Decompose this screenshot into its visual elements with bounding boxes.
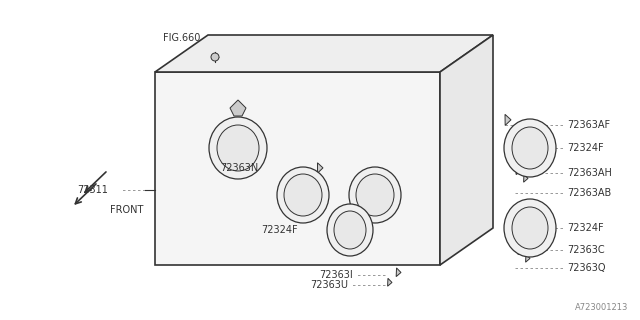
- Ellipse shape: [209, 117, 267, 179]
- Ellipse shape: [504, 199, 556, 257]
- Ellipse shape: [277, 167, 329, 223]
- Polygon shape: [518, 246, 523, 255]
- Ellipse shape: [334, 211, 366, 249]
- Polygon shape: [396, 268, 401, 276]
- Ellipse shape: [217, 125, 259, 171]
- Text: 72324F: 72324F: [567, 223, 604, 233]
- Polygon shape: [155, 35, 493, 72]
- Text: FRONT: FRONT: [110, 205, 143, 215]
- Ellipse shape: [504, 119, 556, 177]
- Text: 72363C: 72363C: [567, 245, 605, 255]
- Text: 72324F: 72324F: [261, 225, 298, 235]
- Ellipse shape: [327, 204, 373, 256]
- Text: 72363Q: 72363Q: [567, 263, 605, 273]
- Text: A723001213: A723001213: [575, 303, 628, 312]
- Ellipse shape: [349, 167, 401, 223]
- Polygon shape: [524, 174, 528, 182]
- Polygon shape: [230, 100, 246, 116]
- Text: 72363AF: 72363AF: [567, 120, 610, 130]
- Polygon shape: [505, 114, 511, 125]
- Text: 72363AB: 72363AB: [567, 188, 611, 198]
- Ellipse shape: [211, 53, 219, 61]
- Ellipse shape: [512, 207, 548, 249]
- Text: 72363I: 72363I: [319, 270, 353, 280]
- Text: 72311: 72311: [77, 185, 108, 195]
- Polygon shape: [516, 166, 521, 175]
- Text: 72324F: 72324F: [567, 143, 604, 153]
- Ellipse shape: [284, 174, 322, 216]
- Polygon shape: [525, 254, 530, 262]
- Ellipse shape: [356, 174, 394, 216]
- Text: 72363N: 72363N: [220, 163, 258, 173]
- Text: 72363AH: 72363AH: [567, 168, 612, 178]
- Polygon shape: [155, 72, 440, 265]
- Polygon shape: [440, 35, 493, 265]
- Ellipse shape: [512, 127, 548, 169]
- Polygon shape: [317, 163, 323, 173]
- Text: FIG.660: FIG.660: [163, 33, 200, 43]
- Text: 72363U: 72363U: [310, 280, 348, 290]
- Polygon shape: [388, 278, 392, 286]
